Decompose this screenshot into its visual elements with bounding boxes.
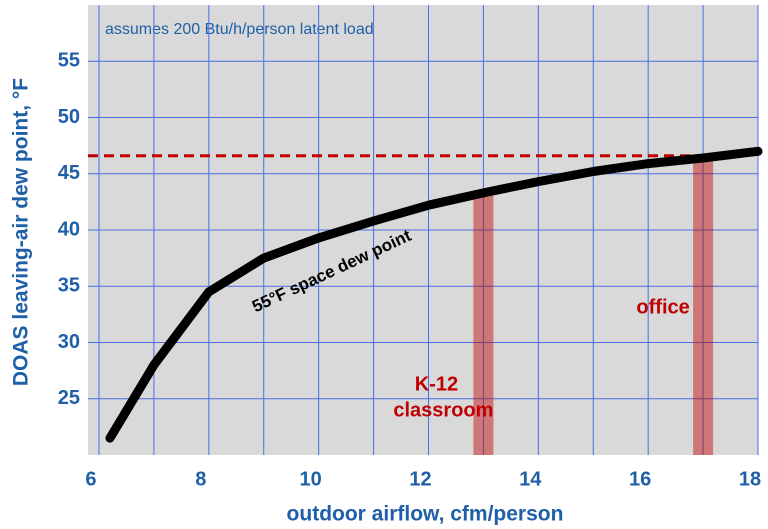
curve: [105, 146, 763, 443]
x-tick-label: 6: [85, 468, 96, 490]
y-axis-title: DOAS leaving-air dew point, °F: [10, 78, 33, 386]
y-tick-label: 55: [58, 50, 80, 72]
x-tick-label: 8: [195, 468, 206, 490]
x-tick-label: 18: [739, 468, 761, 490]
y-tick-label: 25: [58, 387, 80, 409]
highlight-band: [693, 158, 714, 455]
highlight-label: K-12: [415, 373, 458, 395]
y-tick-label: 50: [58, 106, 80, 128]
y-tick-label: 40: [58, 218, 80, 240]
annotation: assumes 200 Btu/h/person latent load: [105, 21, 374, 38]
x-tick-label: 12: [409, 468, 431, 490]
highlight-label: office: [636, 296, 689, 318]
x-tick-label: 16: [629, 468, 651, 490]
x-tick-label: 10: [300, 468, 322, 490]
x-tick-label: 14: [519, 468, 542, 490]
y-tick-label: 30: [58, 331, 80, 353]
x-axis-title: outdoor airflow, cfm/person: [287, 503, 564, 526]
highlight-band: [473, 192, 494, 455]
y-tick-label: 35: [58, 275, 80, 297]
highlight-label: classroom: [393, 399, 493, 421]
y-tick-label: 45: [58, 162, 80, 184]
